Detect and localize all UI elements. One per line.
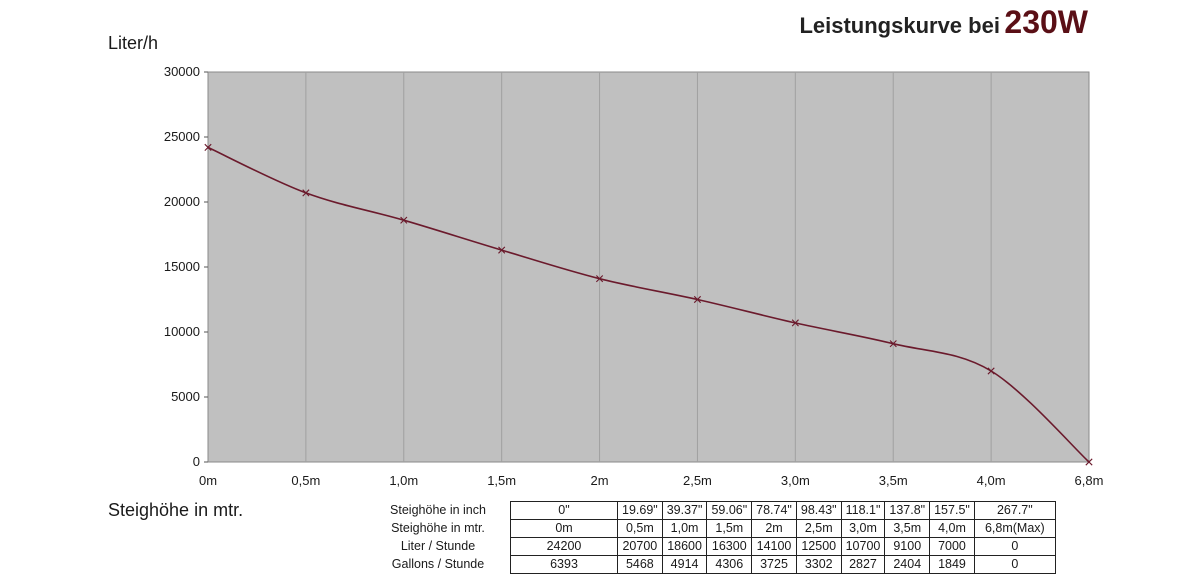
table-cell: 6,8m(Max) (973, 519, 1056, 538)
table-cell: 24200 (510, 537, 618, 556)
table-cell: 4306 (706, 555, 753, 574)
y-tick-label: 30000 (164, 64, 200, 79)
table-cell: 157.5" (929, 501, 975, 520)
table-cell: 12500 (795, 537, 842, 556)
table-cell: 10700 (840, 537, 886, 556)
x-tick-label: 3,5m (879, 473, 908, 488)
table-row-label: Gallons / Stunde (391, 557, 485, 571)
y-tick-label: 25000 (164, 129, 200, 144)
table-cell: 9100 (884, 537, 931, 556)
table-cell: 2827 (840, 555, 886, 574)
data-point (791, 319, 799, 327)
table-cell: 2m (751, 519, 797, 538)
data-point (400, 216, 408, 224)
table-cell: 0 (973, 537, 1056, 556)
table-cell: 118.1" (840, 501, 886, 520)
table-cell: 0,5m (617, 519, 663, 538)
table-cell: 4914 (661, 555, 708, 574)
chart-title: Leistungskurve bei 230W (799, 4, 1088, 41)
table-cell: 98.43" (795, 501, 842, 520)
series-line (207, 146, 1090, 463)
table-cell: 4,0m (929, 519, 975, 538)
table-cell: 78.74" (751, 501, 797, 520)
table-cell: 7000 (929, 537, 975, 556)
data-point (498, 246, 506, 254)
table-cell: 19.69" (617, 501, 663, 520)
table-cell: 0m (510, 519, 618, 538)
table-cell: 3725 (751, 555, 797, 574)
x-tick-label: 1,5m (487, 473, 516, 488)
data-point (889, 340, 897, 348)
table-cell: 2,5m (795, 519, 842, 538)
plot-area (207, 71, 1090, 463)
table-row: Steighöhe in inch 0" 19.69" 39.37" 59.06" 78.… (370, 501, 1056, 520)
x-axis-label: Steighöhe in mtr. (108, 500, 244, 520)
table-cell: 137.8" (884, 501, 931, 520)
chart-title-watt: 230W (1004, 4, 1088, 40)
table-cell: 1,5m (706, 519, 753, 538)
y-tick-label: 5000 (171, 389, 200, 404)
data-point (1085, 458, 1093, 466)
table-cell: 20700 (617, 537, 663, 556)
table-cell: 59.06" (706, 501, 753, 520)
y-tick-label: 15000 (164, 259, 200, 274)
table-cell: 2404 (884, 555, 931, 574)
table-row-label: Steighöhe in mtr. (391, 521, 485, 535)
x-tick-label: 2,5m (683, 473, 712, 488)
table-cell: 6393 (510, 555, 618, 574)
y-tick-label: 10000 (164, 324, 200, 339)
table-cell: 18600 (661, 537, 708, 556)
table-row: Liter / Stunde 24200 20700 18600 16300 14100 1… (370, 537, 1056, 556)
performance-table: Steighöhe in inch 0" 19.69" 39.37" 59.06" 78.… (370, 501, 1056, 574)
y-axis-label: Liter/h (108, 33, 159, 53)
x-tick-label: 6,8m (1075, 473, 1104, 488)
x-tick-label: 3,0m (781, 473, 810, 488)
table-cell: 5468 (617, 555, 663, 574)
table-cell: 3302 (795, 555, 842, 574)
x-tick-label: 4,0m (977, 473, 1006, 488)
data-point (987, 367, 995, 375)
x-tick-label: 2m (591, 473, 609, 488)
table-row-label: Liter / Stunde (400, 539, 476, 553)
data-point (204, 143, 212, 151)
chart-title-text: Leistungskurve bei (799, 13, 1000, 38)
data-point (302, 189, 310, 197)
y-tick-label: 0 (193, 454, 200, 469)
data-point (595, 275, 604, 283)
table-cell: 39.37" (661, 501, 708, 520)
y-tick-label: 20000 (164, 194, 200, 209)
table-cell: 267.7" (973, 501, 1056, 520)
table-cell: 3,5m (884, 519, 931, 538)
table-cell: 14100 (751, 537, 797, 556)
table-cell: 1849 (929, 555, 975, 574)
table-row: Steighöhe in mtr. 0m 0,5m 1,0m 1,5m 2m 2,5m 3,0… (370, 519, 1056, 538)
table-row-label: Steighöhe in inch (390, 503, 486, 517)
table-cell: 1,0m (661, 519, 708, 538)
x-tick-label: 0,5m (291, 473, 320, 488)
table-cell: 0 (973, 555, 1056, 574)
table-row: Gallons / Stunde 6393 5468 4914 4306 3725 3302… (370, 555, 1056, 574)
x-tick-label: 0m (199, 473, 217, 488)
table-cell: 3,0m (840, 519, 886, 538)
data-point (693, 295, 702, 304)
table-cell: 0" (510, 501, 618, 520)
x-tick-label: 1,0m (389, 473, 418, 488)
table-cell: 16300 (706, 537, 753, 556)
